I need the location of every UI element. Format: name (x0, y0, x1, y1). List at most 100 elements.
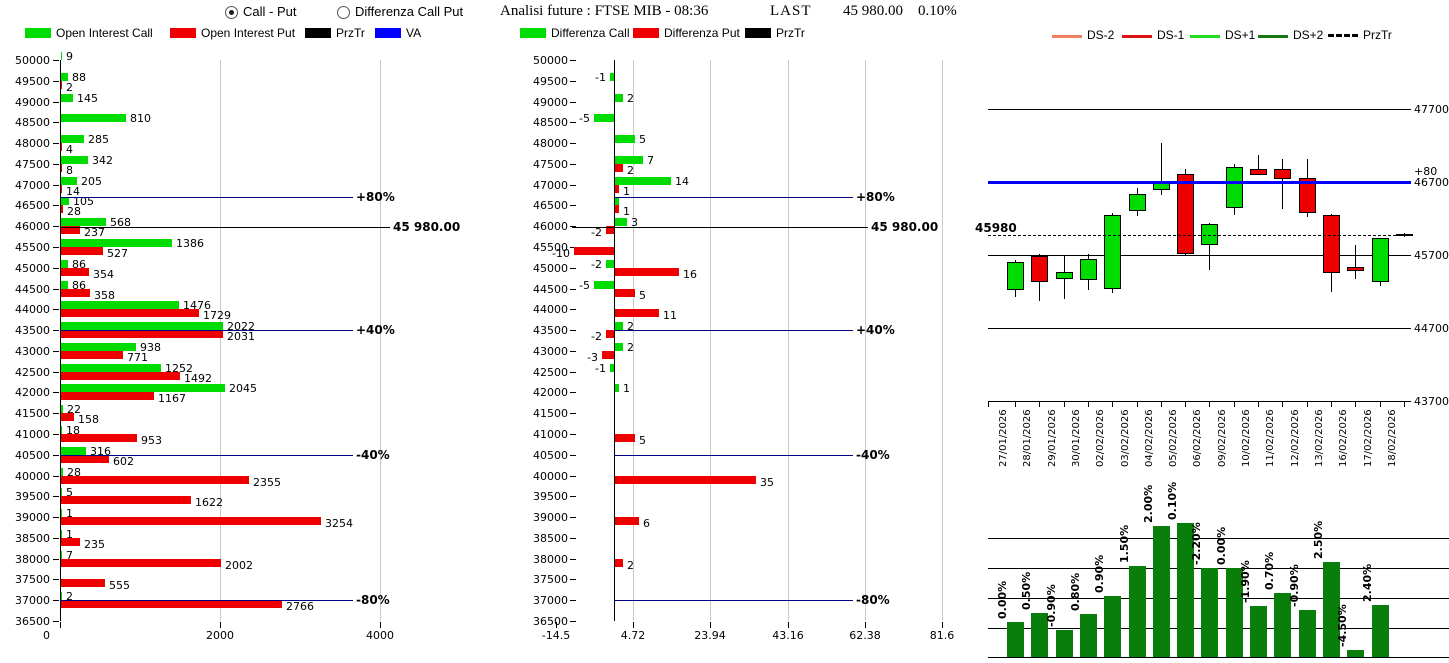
y-tick (53, 455, 59, 456)
y-tick (570, 122, 576, 123)
pct-bar (1299, 610, 1316, 657)
candle-body-down (1274, 169, 1291, 179)
y-tick-label: 49000 (533, 96, 568, 109)
oi-call-value: 88 (72, 71, 86, 84)
diff-put-bar (615, 164, 623, 172)
oi-call-bar (61, 551, 62, 559)
date-tick (1185, 402, 1186, 407)
przt-mid-label: PrzTr (776, 26, 805, 40)
diff-call-bar (615, 94, 623, 102)
oi-put-value: 158 (78, 413, 99, 426)
price-label: 43700 (1414, 395, 1449, 408)
ref-line-label: 45 980.00 (871, 220, 939, 234)
candle-body-up (1007, 262, 1024, 290)
pct-bar (1031, 613, 1048, 657)
ref-line (572, 227, 868, 228)
y-tick (570, 185, 576, 186)
oi-put-value: 527 (107, 247, 128, 260)
date-tick (1258, 402, 1259, 407)
oi-call-bar (61, 156, 88, 164)
oi-put-bar (61, 559, 221, 567)
y-tick-label: 40500 (533, 449, 568, 462)
price-line (988, 255, 1411, 256)
y-tick (53, 351, 59, 352)
diff-call-value: 7 (647, 154, 654, 167)
ref-line (614, 600, 853, 601)
oi-put-bar (61, 476, 249, 484)
przt-right-line (1328, 34, 1358, 37)
y-tick-label: 46000 (533, 220, 568, 233)
candle-body-up (1226, 167, 1243, 208)
y-tick-label: 49500 (15, 75, 50, 88)
oi-call-value: 2 (66, 590, 73, 603)
pct-baseline (988, 657, 1449, 658)
gridline-v (220, 60, 221, 621)
x-tick (788, 622, 789, 628)
oi-put-bar (61, 517, 321, 525)
y-tick-label: 45500 (15, 241, 50, 254)
differenza-put-label: Differenza Put (664, 26, 740, 40)
x-tick (633, 622, 634, 628)
gridline-v (865, 60, 866, 621)
ds-minus1-line (1122, 35, 1152, 38)
przt-label: PrzTr (336, 26, 365, 40)
y-tick (570, 372, 576, 373)
gridline-v (942, 60, 943, 621)
oi-put-value: 602 (113, 455, 134, 468)
ref-line (614, 197, 853, 198)
x-tick-label: 4000 (366, 629, 394, 642)
y-tick-label: 39000 (15, 511, 50, 524)
x-axis-corner (988, 401, 989, 407)
y-tick (53, 268, 59, 269)
price-label: 44700 (1414, 322, 1449, 335)
y-tick (53, 81, 59, 82)
ds-minus2-label: DS-2 (1087, 28, 1115, 42)
oi-call-value: 285 (88, 133, 109, 146)
y-tick (53, 372, 59, 373)
oi-put-value: 2766 (286, 600, 314, 613)
ds-plus2-line (1258, 35, 1288, 38)
date-label: 27/01/2026 (998, 409, 1009, 467)
y-tick (53, 164, 59, 165)
y-tick-label: 38000 (533, 553, 568, 566)
x-tick (220, 622, 221, 628)
ref-line (60, 600, 353, 601)
y-tick-label: 42500 (15, 366, 50, 379)
pct-bar (1104, 596, 1121, 657)
y-tick-label: 48500 (15, 116, 50, 129)
y-tick (570, 309, 576, 310)
y-tick (53, 102, 59, 103)
ref-line (60, 330, 353, 331)
pct-bar-label: -2.20% (1190, 522, 1203, 565)
diff-call-bar (594, 281, 614, 289)
price-line (988, 109, 1411, 110)
radio-call-put[interactable] (225, 6, 238, 19)
ds-plus1-label: DS+1 (1225, 28, 1256, 42)
pct-bar-label: 0.50% (1020, 571, 1033, 610)
oi-put-value: 2031 (227, 330, 255, 343)
oi-put-bar (61, 330, 223, 338)
y-tick-label: 40000 (15, 470, 50, 483)
przt-dashed-line (988, 235, 1411, 236)
oi-call-bar (61, 488, 62, 496)
radio-differenza-call-put[interactable] (337, 6, 350, 19)
oi-call-value: 810 (130, 112, 151, 125)
oi-put-bar (61, 226, 80, 234)
va-swatch (375, 28, 401, 38)
oi-put-bar (61, 372, 180, 380)
ref-line-label: +40% (356, 323, 395, 337)
y-tick-label: 48500 (533, 116, 568, 129)
pct-bar (1372, 605, 1389, 657)
y-tick-label: 43000 (533, 345, 568, 358)
oi-put-bar (61, 600, 282, 608)
diff-put-value: -10 (552, 247, 570, 260)
oi-call-value: 1476 (183, 299, 211, 312)
y-tick-label: 43000 (15, 345, 50, 358)
candle-body-up (1372, 238, 1389, 282)
y-tick-label: 40500 (15, 449, 50, 462)
y-tick-label: 39500 (15, 490, 50, 503)
y-tick-label: 37500 (533, 573, 568, 586)
oi-call-bar (61, 364, 161, 372)
x-tick-label: -14.5 (541, 629, 571, 642)
